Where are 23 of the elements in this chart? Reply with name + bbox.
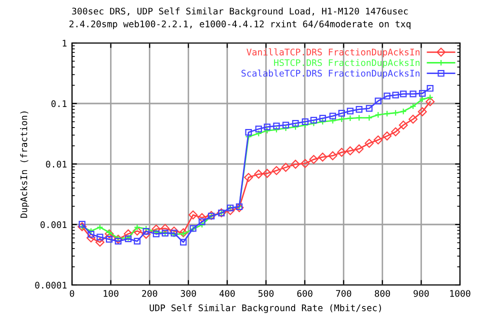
- y-tick-label: 0.1: [51, 100, 67, 108]
- legend-label: HSTCP.DRS FractionDupAcksIn: [274, 59, 420, 68]
- x-tick-label: 700: [336, 290, 352, 297]
- x-tick-label: 500: [258, 290, 274, 297]
- x-tick-label: 400: [219, 290, 235, 297]
- legend-label: ScalableTCP.DRS FractionDupAcksIn: [242, 70, 420, 78]
- chart-subtitle: 2.4.20smp web100-2.2.1, e1000-4.4.12 rxint 64/64moderate on txq: [69, 20, 410, 30]
- x-tick-label: 800: [374, 290, 390, 297]
- chart-title: 300sec DRS, UDP Self Similar Background Load, H1-M120 1476usec: [72, 7, 408, 16]
- x-tick-label: 200: [142, 290, 158, 297]
- x-tick-label: 0: [70, 290, 74, 297]
- y-tick-label: 0.0001: [35, 282, 67, 289]
- x-tick-label: 100: [104, 290, 118, 297]
- y-tick-label: 0.001: [40, 221, 67, 228]
- x-tick-label: 900: [414, 290, 429, 297]
- y-tick-label: 0.01: [46, 160, 67, 168]
- legend-label: VanillaTCP.DRS FractionDupAcksIn: [246, 48, 420, 58]
- y-tick-label: 1: [62, 40, 67, 46]
- x-tick-label: 300: [180, 290, 196, 297]
- x-tick-label: 600: [297, 290, 312, 297]
- x-tick-label: 1000: [450, 290, 470, 297]
- x-axis-title: UDP Self Similar Background Rate (Mbit/sec): [150, 304, 381, 314]
- y-axis-title: DupAcksIn (fraction): [20, 112, 29, 218]
